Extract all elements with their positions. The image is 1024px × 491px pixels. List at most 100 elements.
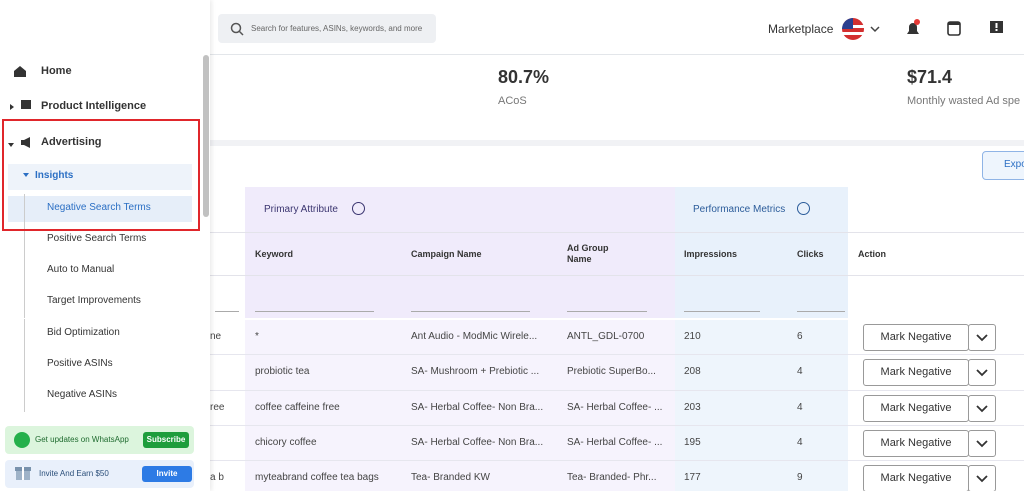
header-icons[interactable] [904, 19, 1014, 39]
row-bg [675, 461, 848, 491]
nav-icons [8, 64, 40, 189]
search-icon [230, 22, 244, 36]
whatsapp-text: Get updates on WhatsApp [35, 435, 129, 444]
cell: chicory coffee [255, 436, 317, 448]
cell: 177 [684, 472, 701, 484]
sidebar [0, 0, 210, 491]
cell: coffee caffeine free [255, 401, 340, 413]
row-bg [245, 461, 675, 491]
subscribe-button[interactable]: Subscribe [143, 432, 189, 448]
column-header: Action [858, 249, 886, 259]
column-header: Keyword [255, 249, 294, 259]
expand-icon[interactable] [797, 202, 810, 215]
scrollbar [203, 55, 209, 217]
row-line [210, 389, 1024, 391]
nav-item[interactable]: Target Improvements [47, 295, 141, 306]
stat-label: ACoS [498, 95, 527, 107]
nav-item[interactable]: Auto to Manual [47, 264, 115, 275]
tree-line [24, 350, 25, 381]
row-line [210, 424, 1024, 426]
cell: SA- Herbal Coffee- ... [567, 401, 663, 413]
dropdown-button[interactable] [968, 429, 996, 457]
expand-icon[interactable] [352, 202, 365, 215]
group-label: Performance Metrics [693, 204, 786, 215]
cell: 4 [797, 401, 803, 413]
cell: 6 [797, 331, 803, 342]
stat-label: Monthly wasted Ad spe [907, 95, 1021, 107]
nav-item[interactable]: Insights [35, 170, 74, 181]
filter-input[interactable] [411, 311, 530, 312]
whatsapp-icon [13, 431, 31, 454]
group-primary [245, 187, 675, 318]
cell: SA- Mushroom + Prebiotic ... [411, 366, 540, 378]
nav-item[interactable]: Product Intelligence [41, 100, 147, 112]
group-label: Primary Attribute [264, 204, 338, 215]
row-bg [675, 320, 848, 355]
cell: 210 [684, 331, 701, 342]
row-line [210, 354, 1024, 356]
nav-item[interactable]: Positive Search Terms [47, 233, 147, 244]
nav-item[interactable]: Home [41, 65, 72, 77]
nav-item[interactable]: Positive ASINs [47, 358, 113, 369]
invite-button[interactable]: Invite [142, 466, 192, 482]
row-bg [675, 425, 848, 461]
insights-bg [8, 164, 192, 190]
stat-value: 80.7% [498, 67, 550, 87]
row-line [210, 460, 1024, 462]
cell: 9 [797, 472, 803, 484]
cell: Tea- Branded- Phr... [567, 472, 657, 484]
filter-input[interactable] [567, 311, 647, 312]
tree-line [24, 381, 25, 412]
tree-line [24, 225, 25, 256]
cell: SA- Herbal Coffee- ... [567, 436, 663, 448]
cell: ANTL_GDL-0700 [567, 331, 645, 342]
filter-input[interactable] [215, 311, 239, 312]
highlight-box [2, 119, 200, 231]
dropdown-button[interactable] [968, 394, 996, 422]
mark-negative-button[interactable]: Mark Negative [863, 429, 969, 457]
cell: myteabrand coffee tea bags [255, 472, 379, 484]
dropdown-button[interactable] [968, 359, 996, 387]
flag[interactable] [841, 17, 885, 41]
row-bg [675, 355, 848, 390]
column-header: Clicks [797, 249, 824, 259]
cell: probiotic tea [255, 366, 310, 378]
gift-icon [14, 464, 32, 487]
cell: Ant Audio - ModMic Wirele... [411, 331, 538, 342]
dropdown-button[interactable] [968, 324, 996, 351]
tree-line [24, 319, 25, 350]
row-bg [245, 390, 675, 425]
row-bg [245, 425, 675, 461]
nav-item[interactable]: Bid Optimization [47, 327, 120, 338]
mark-negative-button[interactable]: Mark Negative [863, 394, 969, 422]
tree-line [24, 287, 25, 318]
mark-negative-button[interactable]: Mark Negative [863, 465, 969, 491]
nav-item[interactable]: Negative ASINs [47, 389, 118, 400]
row-bg [245, 320, 675, 355]
hidden-cell: a b [210, 472, 224, 484]
mark-negative-button[interactable]: Mark Negative [863, 359, 969, 387]
filter-input[interactable] [255, 311, 374, 312]
dropdown-button[interactable] [968, 465, 996, 491]
cell: 203 [684, 401, 701, 413]
export-label[interactable]: Expo [1004, 159, 1024, 170]
filter-input[interactable] [684, 311, 760, 312]
column-header: Ad Group Name [567, 243, 609, 264]
column-header: Impressions [684, 249, 738, 259]
marketplace-label[interactable]: Marketplace [768, 22, 834, 36]
export-button[interactable] [982, 151, 1024, 180]
cell: 4 [797, 436, 803, 448]
cell: SA- Herbal Coffee- Non Bra... [411, 401, 544, 413]
tree-line [24, 194, 25, 225]
nav-item[interactable]: Negative Search Terms [47, 202, 151, 213]
nav-item[interactable]: Advertising [41, 136, 102, 148]
mark-negative-button[interactable]: Mark Negative [863, 324, 969, 351]
filter-input[interactable] [797, 311, 845, 312]
cell: 208 [684, 366, 701, 378]
invite-text: Invite And Earn $50 [39, 469, 109, 478]
cell: Tea- Branded KW [411, 472, 490, 484]
search-box[interactable] [218, 14, 436, 43]
cell: Prebiotic SuperBo... [567, 366, 656, 378]
